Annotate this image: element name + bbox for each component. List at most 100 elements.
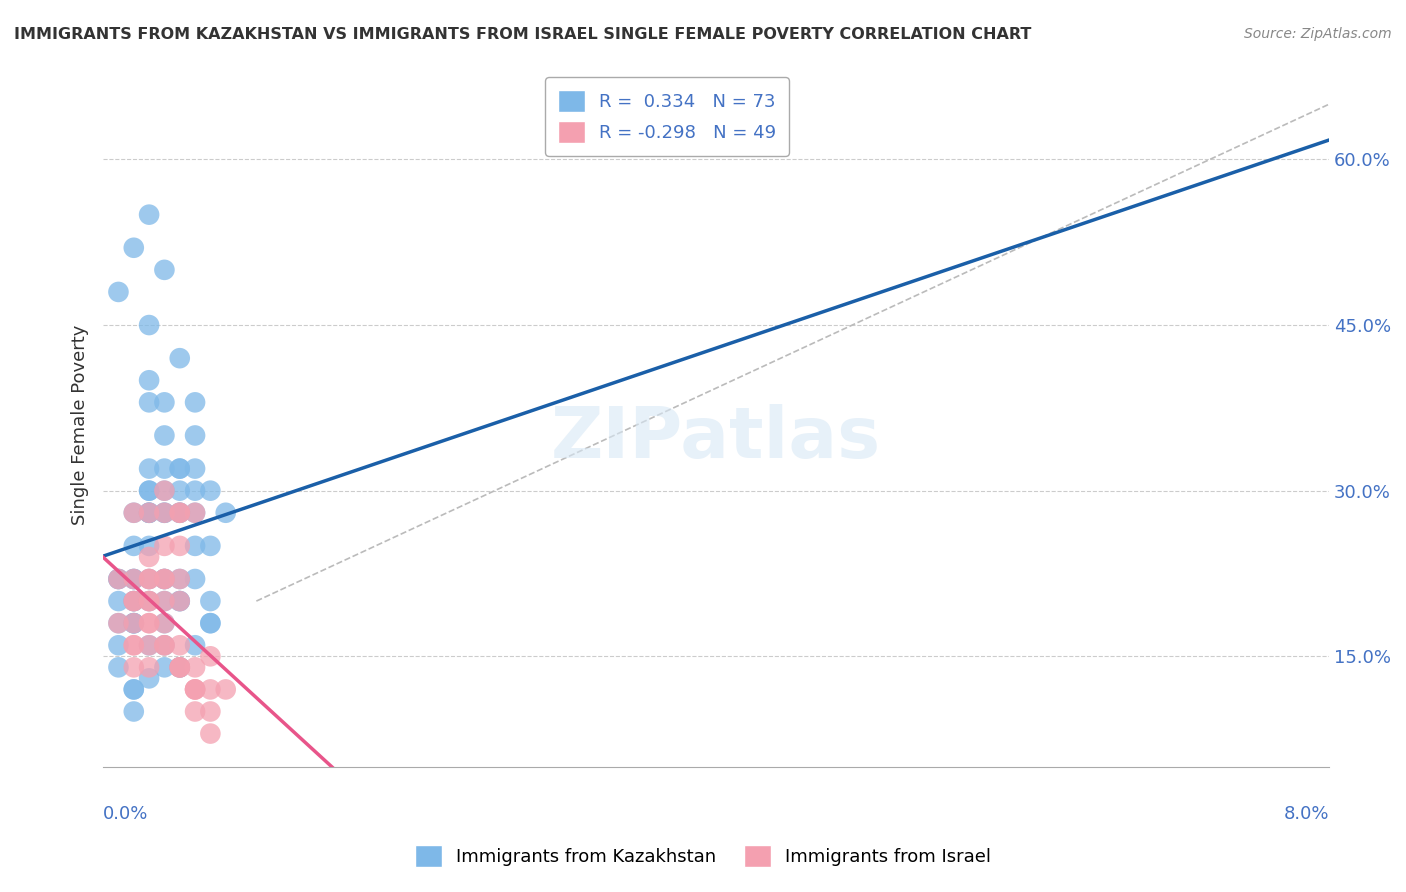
Point [184, 461, 207, 475]
Point [122, 572, 145, 586]
Point [107, 660, 129, 674]
Point [169, 572, 191, 586]
Point [184, 483, 207, 498]
Point [153, 572, 176, 586]
Point [169, 483, 191, 498]
Point [153, 428, 176, 442]
Point [138, 572, 160, 586]
Legend: Immigrants from Kazakhstan, Immigrants from Israel: Immigrants from Kazakhstan, Immigrants f… [408, 838, 998, 874]
Text: 0.0%: 0.0% [103, 805, 149, 823]
Point [200, 539, 222, 553]
Point [122, 660, 145, 674]
Point [122, 616, 145, 631]
Point [184, 506, 207, 520]
Point [138, 594, 160, 608]
Point [200, 594, 222, 608]
Point [122, 616, 145, 631]
Point [153, 506, 176, 520]
Text: IMMIGRANTS FROM KAZAKHSTAN VS IMMIGRANTS FROM ISRAEL SINGLE FEMALE POVERTY CORRE: IMMIGRANTS FROM KAZAKHSTAN VS IMMIGRANTS… [14, 27, 1032, 42]
Point [138, 572, 160, 586]
Point [200, 682, 222, 697]
Point [138, 672, 160, 686]
Point [138, 638, 160, 652]
Point [184, 539, 207, 553]
Point [169, 506, 191, 520]
Point [122, 638, 145, 652]
Point [184, 395, 207, 409]
Y-axis label: Single Female Poverty: Single Female Poverty [72, 324, 89, 524]
Point [138, 616, 160, 631]
Point [107, 616, 129, 631]
Point [184, 572, 207, 586]
Point [138, 395, 160, 409]
Point [215, 682, 238, 697]
Point [184, 638, 207, 652]
Point [122, 506, 145, 520]
Point [184, 660, 207, 674]
Point [184, 682, 207, 697]
Point [153, 616, 176, 631]
Point [138, 461, 160, 475]
Point [153, 572, 176, 586]
Point [138, 572, 160, 586]
Point [122, 705, 145, 719]
Point [169, 461, 191, 475]
Point [200, 616, 222, 631]
Point [122, 539, 145, 553]
Point [200, 483, 222, 498]
Point [200, 726, 222, 740]
Point [169, 461, 191, 475]
Point [169, 660, 191, 674]
Point [200, 649, 222, 664]
Point [153, 539, 176, 553]
Point [107, 572, 129, 586]
Point [169, 594, 191, 608]
Point [122, 594, 145, 608]
Point [153, 638, 176, 652]
Point [153, 594, 176, 608]
Point [122, 506, 145, 520]
Point [184, 506, 207, 520]
Point [138, 549, 160, 564]
Point [122, 682, 145, 697]
Point [138, 594, 160, 608]
Point [122, 241, 145, 255]
Point [153, 506, 176, 520]
Point [138, 506, 160, 520]
Point [138, 318, 160, 332]
Point [107, 594, 129, 608]
Point [169, 539, 191, 553]
Point [153, 638, 176, 652]
Point [169, 660, 191, 674]
Point [153, 638, 176, 652]
Point [169, 351, 191, 366]
Point [122, 594, 145, 608]
Point [153, 263, 176, 277]
Point [200, 705, 222, 719]
Point [138, 660, 160, 674]
Point [122, 616, 145, 631]
Point [138, 483, 160, 498]
Point [169, 660, 191, 674]
Legend: R =  0.334   N = 73, R = -0.298   N = 49: R = 0.334 N = 73, R = -0.298 N = 49 [546, 78, 789, 156]
Point [153, 506, 176, 520]
Text: Source: ZipAtlas.com: Source: ZipAtlas.com [1244, 27, 1392, 41]
Text: ZIPatlas: ZIPatlas [551, 403, 882, 473]
Point [169, 638, 191, 652]
Point [153, 483, 176, 498]
Point [169, 506, 191, 520]
Point [200, 616, 222, 631]
Point [184, 705, 207, 719]
Point [138, 506, 160, 520]
Point [122, 594, 145, 608]
Point [122, 594, 145, 608]
Point [138, 506, 160, 520]
Point [153, 660, 176, 674]
Point [153, 461, 176, 475]
Point [138, 616, 160, 631]
Point [153, 395, 176, 409]
Point [169, 594, 191, 608]
Point [169, 594, 191, 608]
Point [184, 428, 207, 442]
Point [153, 572, 176, 586]
